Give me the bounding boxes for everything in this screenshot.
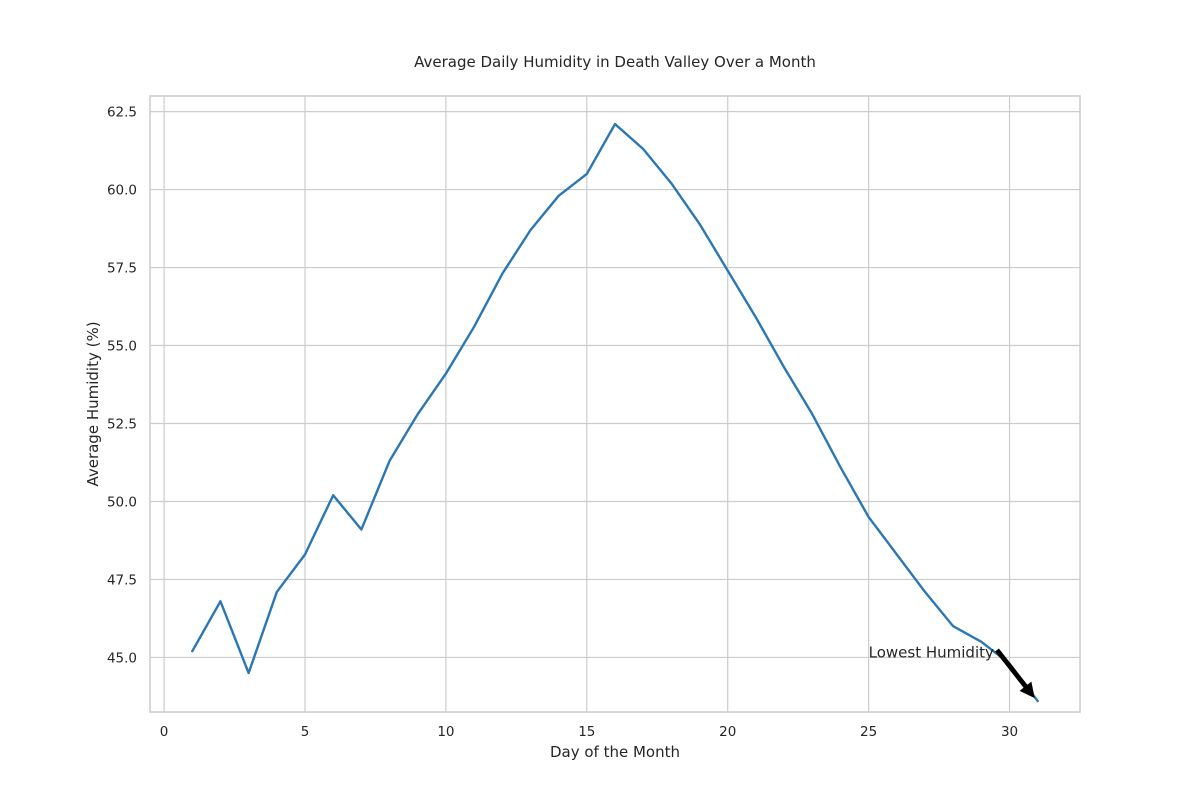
y-tick-label: 52.5 <box>107 416 137 432</box>
annotation: Lowest Humidity <box>869 643 1035 699</box>
y-axis-ticks: 45.0 47.5 50.0 52.5 55.0 57.5 60.0 62.5 <box>107 105 137 667</box>
grid-lines <box>150 96 1080 712</box>
x-axis-ticks: 0 5 10 15 20 25 30 <box>160 724 1018 740</box>
y-tick-label: 57.5 <box>107 261 137 277</box>
x-tick-label: 0 <box>160 724 169 740</box>
chart-title: Average Daily Humidity in Death Valley O… <box>414 53 816 71</box>
y-tick-label: 50.0 <box>107 494 137 510</box>
x-tick-label: 10 <box>437 724 454 740</box>
y-axis-label: Average Humidity (%) <box>84 321 102 486</box>
y-tick-label: 45.0 <box>107 650 137 666</box>
x-tick-label: 25 <box>860 724 877 740</box>
y-tick-label: 62.5 <box>107 105 137 121</box>
annotation-text: Lowest Humidity <box>869 643 994 661</box>
y-tick-label: 47.5 <box>107 572 137 588</box>
plot-frame <box>149 95 1081 713</box>
x-axis-label: Day of the Month <box>550 743 680 761</box>
x-tick-label: 15 <box>578 724 595 740</box>
y-tick-label: 60.0 <box>107 183 137 199</box>
x-tick-label: 30 <box>1001 724 1018 740</box>
y-tick-label: 55.0 <box>107 339 137 355</box>
annotation-arrow <box>995 648 1035 699</box>
x-tick-label: 5 <box>301 724 310 740</box>
x-tick-label: 20 <box>719 724 736 740</box>
series-layer <box>191 122 1039 703</box>
humidity-line <box>191 122 1039 703</box>
